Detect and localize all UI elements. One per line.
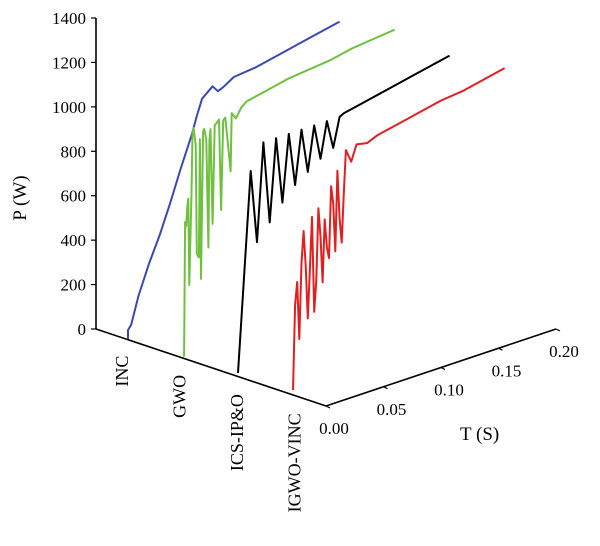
y-axis-label: P (W) (10, 175, 31, 220)
x-tick-label: 0.10 (434, 381, 464, 400)
x-tick-mark (325, 405, 331, 409)
y-tick-label: 800 (61, 142, 87, 161)
labels-layer: 0 200 400 600 800 1000 1200 1400 0.00 0.05 0.10 0.1… (52, 9, 579, 512)
series-line-igwo-vinc (292, 67, 506, 391)
x-tick-label: 0.05 (377, 400, 407, 419)
x-tick-mark (440, 366, 446, 371)
y-tick-label: 400 (61, 231, 87, 250)
x-tick-mark (555, 328, 561, 332)
series-line-gwo (182, 28, 396, 357)
series-line-inc (127, 20, 341, 339)
x-tick-label: 0.20 (549, 342, 579, 361)
y-tick-label: 1000 (52, 98, 86, 117)
category-label: ICS-IP&O (227, 394, 247, 471)
category-axis-line (95, 328, 327, 407)
axes-layer (91, 17, 561, 409)
y-tick-label: 1200 (52, 53, 86, 72)
y-tick-label: 200 (61, 276, 87, 295)
category-label: IGWO-VINC (284, 413, 304, 512)
y-tick-label: 600 (61, 187, 87, 206)
x-tick-label: 0.15 (492, 361, 522, 380)
y-tick-label: 0 (78, 320, 87, 339)
y-tick-label: 1400 (52, 9, 86, 28)
category-label: INC (112, 356, 132, 387)
series-layer (127, 20, 506, 391)
x-tick-mark (498, 347, 503, 351)
series-line-ics-ip-o (237, 54, 451, 374)
category-label: GWO (169, 375, 189, 418)
x-tick-mark (383, 386, 388, 390)
x-tick-label: 0.00 (319, 419, 349, 438)
x-axis-label: T (S) (460, 424, 499, 445)
